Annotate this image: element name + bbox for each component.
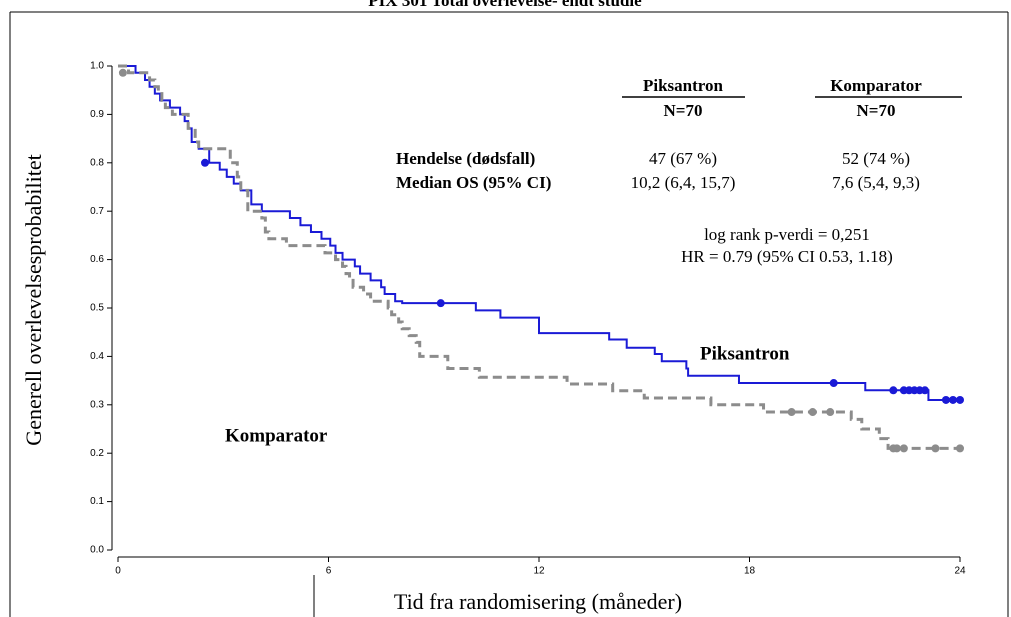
cell: 52 (74 %) [842,149,910,168]
censor-mark [826,408,835,417]
x-tick-label: 18 [744,566,756,577]
table-header: N=70 [857,101,896,120]
curve-label: Komparator [225,425,328,446]
cell: 47 (67 %) [649,149,717,168]
x-tick-label: 0 [115,566,121,577]
y-axis-title: Generell overlevelsesprobabilitet [21,154,46,445]
y-tick-label: 0.6 [90,254,104,265]
censor-mark [808,408,817,417]
censor-mark [931,444,940,453]
row-label: Hendelse (dødsfall) [396,149,535,168]
stat-text: HR = 0.79 (95% CI 0.53, 1.18) [681,247,893,266]
censor-mark [787,408,796,417]
stat-text: log rank p-verdi = 0,251 [704,225,870,244]
cell: 7,6 (5,4, 9,3) [832,173,920,192]
x-tick-label: 6 [326,566,332,577]
censor-mark [436,299,445,308]
censor-mark [201,158,210,167]
y-tick-label: 0.2 [90,448,104,459]
y-tick-label: 0.9 [90,109,104,120]
censor-mark [892,444,901,453]
chart-title: PIX 301 Total overlevelse- endt studie [368,0,642,10]
y-tick-label: 0.0 [90,545,104,556]
censor-mark [941,395,950,404]
y-tick-label: 1.0 [90,61,104,72]
x-axis-title: Tid fra randomisering (måneder) [394,589,682,614]
curve-label: Piksantron [700,343,790,364]
censor-mark [899,444,908,453]
censor-mark [118,68,127,77]
survival-curve [118,64,960,450]
y-tick-label: 0.8 [90,157,104,168]
censor-mark [889,386,898,395]
x-tick-label: 12 [533,566,545,577]
y-tick-label: 0.7 [90,206,104,217]
y-tick-label: 0.3 [90,399,104,410]
censor-mark [956,444,964,453]
censor-mark [948,395,957,404]
y-tick-label: 0.5 [90,303,104,314]
x-tick-label: 24 [954,566,966,577]
censor-mark [956,395,964,404]
table-header: Piksantron [643,76,724,95]
cell: 10,2 (6,4, 15,7) [631,173,736,192]
table-header: Komparator [830,76,922,95]
y-tick-label: 0.4 [90,351,104,362]
y-tick-label: 0.1 [90,496,104,507]
row-label: Median OS (95% CI) [396,173,551,192]
censor-mark [829,379,838,388]
censor-mark [920,386,929,395]
table-header: N=70 [664,101,703,120]
